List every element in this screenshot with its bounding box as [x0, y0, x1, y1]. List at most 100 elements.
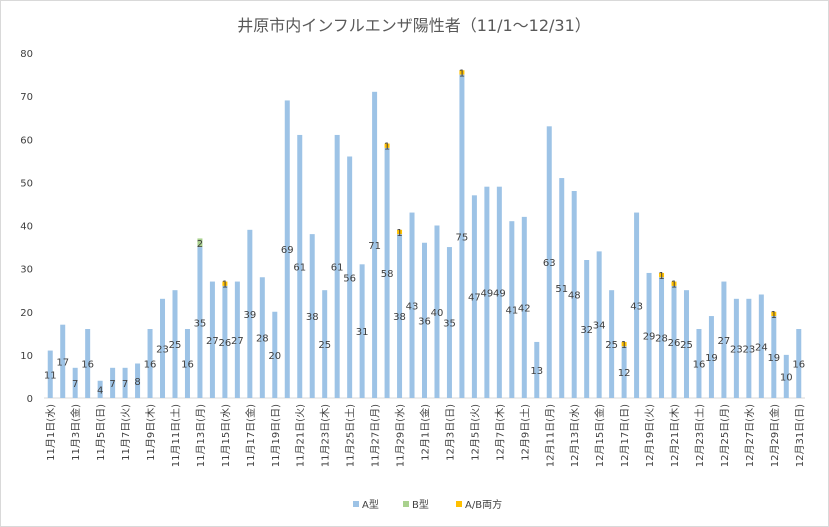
x-tick-label: 12月9日(土) [518, 404, 531, 461]
x-tick-label: 11月15日(水) [220, 404, 232, 467]
bar-a [771, 316, 777, 398]
data-label: 43 [630, 301, 643, 312]
data-label: 24 [755, 342, 768, 353]
bar-a [297, 134, 303, 398]
legend-label: A型 [362, 498, 379, 511]
data-label: 39 [243, 310, 256, 321]
data-label: 27 [206, 336, 219, 347]
data-label: 7 [109, 379, 115, 390]
bars [47, 70, 802, 398]
x-tick-label: 11月9日(木) [145, 404, 157, 461]
bar-a [746, 298, 752, 398]
data-label: 63 [543, 258, 556, 269]
bar-a [621, 346, 627, 398]
data-label: 19 [705, 353, 718, 364]
data-label: 51 [555, 284, 568, 295]
y-axis: 0 10 20 30 40 50 60 70 80 [20, 49, 33, 405]
legend: A型 B型 A/B両方 [353, 498, 502, 511]
legend-swatch [456, 501, 462, 507]
data-label: 25 [318, 340, 331, 351]
data-label: 1 [771, 310, 777, 321]
data-label: 36 [418, 316, 431, 327]
data-label: 28 [256, 334, 269, 345]
bar-a [484, 186, 490, 398]
bar-ab [459, 70, 465, 75]
bar-a [683, 290, 689, 398]
data-label: 16 [81, 360, 94, 371]
data-label: 43 [406, 301, 419, 312]
data-label: 1 [671, 280, 677, 291]
data-label: 1 [621, 340, 627, 351]
data-label: 47 [468, 293, 481, 304]
bar-a [334, 134, 340, 398]
y-tick-label: 80 [20, 49, 33, 60]
x-tick-label: 12月7日(木) [494, 404, 506, 461]
bar-a [60, 324, 66, 398]
bar-a [708, 316, 714, 398]
bar-a [147, 329, 153, 398]
y-tick-label: 0 [27, 394, 33, 405]
data-label: 8 [134, 377, 140, 388]
x-tick-label: 12月27日(水) [744, 404, 756, 467]
data-label: 13 [530, 366, 543, 377]
data-label: 35 [194, 319, 207, 330]
bar-a [446, 247, 452, 398]
bar-a [496, 186, 502, 398]
data-label: 40 [431, 308, 444, 319]
bar-a [222, 285, 228, 398]
data-label: 25 [169, 340, 182, 351]
x-tick-label: 12月19日(火) [644, 404, 656, 467]
bar-a [646, 272, 652, 398]
data-label: 23 [730, 344, 743, 355]
data-label: 11 [44, 370, 57, 381]
data-label: 4 [97, 385, 103, 396]
data-label: 16 [693, 360, 706, 371]
bar-ab [222, 281, 228, 286]
bar-a [197, 247, 203, 398]
y-tick-label: 60 [20, 135, 33, 146]
data-label: 69 [281, 245, 294, 256]
data-label: 35 [443, 319, 456, 330]
x-tick-label: 11月13日(月) [195, 404, 207, 467]
bar-a [783, 354, 789, 398]
bar-ab [671, 281, 677, 286]
data-label: 25 [680, 340, 693, 351]
data-label: 27 [718, 336, 731, 347]
chart-title: 井原市内インフルエンザ陽性者（11/1〜12/31） [237, 16, 591, 35]
bar-a [546, 126, 552, 398]
x-tick-label: 11月5日(日) [95, 404, 107, 461]
data-label: 26 [219, 338, 232, 349]
x-tick-label: 12月29日(金) [768, 404, 781, 467]
bar-a [172, 290, 178, 398]
x-tick-label: 12月17日(日) [619, 404, 631, 467]
legend-label: A/B両方 [465, 498, 502, 511]
data-label: 7 [122, 379, 128, 390]
data-label: 23 [742, 344, 755, 355]
bar-a [322, 290, 328, 398]
x-tick-label: 11月17日(金) [244, 404, 257, 467]
data-label: 23 [156, 344, 169, 355]
bar-a [72, 367, 78, 398]
data-label: 1 [396, 228, 402, 239]
x-tick-label: 12月5日(火) [469, 404, 481, 461]
bar-a [372, 91, 378, 398]
bar-a [234, 281, 240, 398]
bar-a [160, 298, 166, 398]
data-label: 49 [481, 288, 494, 299]
bar-a [671, 285, 677, 398]
bar-a [596, 251, 602, 398]
x-tick-label: 12月1日(金) [419, 404, 432, 461]
data-label: 12 [618, 368, 631, 379]
data-label: 1 [459, 68, 465, 79]
bar-a [409, 212, 415, 398]
bar-a [47, 350, 53, 398]
x-tick-label: 12月25日(月) [719, 404, 731, 467]
legend-swatch [403, 501, 409, 507]
data-label: 29 [643, 331, 656, 342]
data-label: 31 [356, 327, 369, 338]
bar-a [135, 363, 141, 398]
bar-a [609, 290, 615, 398]
data-label: 38 [393, 312, 406, 323]
bar-a [758, 294, 764, 398]
